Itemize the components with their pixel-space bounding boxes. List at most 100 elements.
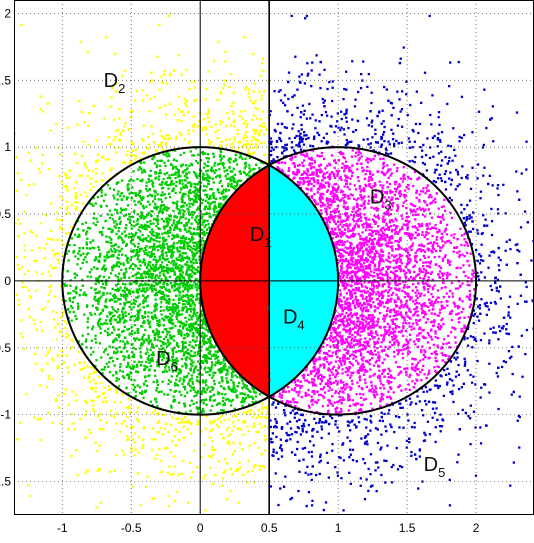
data-point-d1 [266, 275, 269, 278]
data-point-d2 [137, 435, 140, 439]
data-point-d6 [137, 295, 140, 298]
data-point-d4 [289, 263, 293, 267]
data-point-d1 [222, 350, 226, 354]
data-point-d6 [198, 255, 201, 258]
data-point-d3 [435, 236, 439, 239]
data-point-d4 [281, 359, 284, 362]
data-point-d2 [112, 139, 115, 142]
data-point-d3 [382, 202, 385, 205]
data-point-d5 [399, 57, 402, 60]
data-point-d5 [346, 420, 349, 423]
data-point-d1 [262, 203, 265, 206]
data-point-d5 [351, 459, 355, 462]
data-point-d6 [149, 348, 152, 352]
data-point-d6 [125, 208, 128, 211]
data-point-d6 [194, 268, 197, 271]
data-point-d3 [412, 265, 415, 269]
data-point-d6 [145, 205, 148, 208]
data-point-d6 [86, 304, 89, 307]
data-point-d1 [230, 287, 233, 290]
data-point-d1 [234, 243, 237, 246]
data-point-d3 [428, 309, 431, 312]
data-point-d2 [167, 504, 170, 508]
data-point-d6 [159, 339, 162, 343]
data-point-d5 [437, 132, 440, 135]
data-point-d2 [110, 167, 113, 170]
data-point-d6 [145, 266, 149, 270]
data-point-d6 [79, 267, 82, 270]
data-point-d6 [152, 218, 156, 221]
data-point-d1 [214, 288, 217, 291]
data-point-d4 [293, 225, 296, 228]
data-point-d6 [137, 371, 140, 374]
data-point-d6 [181, 382, 184, 385]
data-point-d6 [214, 176, 218, 179]
data-point-d6 [183, 351, 186, 354]
data-point-d5 [369, 429, 372, 432]
data-point-d6 [145, 181, 148, 184]
data-point-d2 [205, 415, 208, 418]
data-point-d6 [201, 246, 205, 249]
data-point-d6 [177, 332, 180, 335]
data-point-d6 [196, 289, 199, 292]
data-point-d2 [114, 454, 118, 457]
data-point-d3 [407, 350, 410, 353]
data-point-d2 [61, 254, 64, 257]
data-point-d4 [326, 265, 329, 269]
data-point-d1 [234, 287, 237, 290]
data-point-d6 [197, 280, 200, 284]
data-point-d5 [471, 227, 475, 231]
data-point-d6 [151, 183, 154, 186]
data-point-d3 [328, 206, 331, 210]
data-point-d3 [385, 270, 388, 273]
data-point-d1 [224, 300, 227, 303]
data-point-d3 [395, 339, 398, 342]
data-point-d4 [305, 331, 309, 334]
data-point-d3 [374, 215, 378, 219]
data-point-d6 [183, 288, 187, 291]
data-point-d6 [173, 335, 176, 338]
data-point-d3 [414, 299, 417, 302]
data-point-d6 [159, 171, 162, 175]
data-point-d3 [416, 334, 419, 337]
data-point-d6 [149, 169, 152, 172]
data-point-d6 [188, 341, 192, 344]
data-point-d1 [216, 218, 220, 221]
data-point-d5 [371, 136, 374, 139]
data-point-d6 [202, 178, 205, 181]
data-point-d3 [350, 270, 353, 273]
data-point-d5 [451, 159, 454, 162]
data-point-d1 [235, 302, 238, 305]
data-point-d3 [386, 301, 389, 305]
data-point-d3 [412, 213, 415, 217]
data-point-d5 [283, 94, 287, 97]
data-point-d5 [309, 440, 312, 443]
data-point-d6 [95, 341, 98, 344]
data-point-d2 [133, 99, 137, 102]
data-point-d3 [312, 149, 315, 152]
data-point-d5 [319, 455, 322, 458]
data-point-d1 [255, 385, 258, 388]
data-point-d3 [405, 338, 408, 341]
data-point-d5 [477, 110, 481, 113]
data-point-d4 [275, 338, 279, 341]
data-point-d6 [120, 268, 123, 272]
data-point-d4 [314, 233, 317, 236]
data-point-d3 [371, 281, 374, 285]
data-point-d5 [290, 433, 294, 436]
scatter-points [13, 14, 534, 512]
data-point-d1 [256, 266, 259, 269]
data-point-d4 [279, 242, 283, 245]
data-point-d3 [329, 172, 332, 176]
data-point-d6 [219, 159, 222, 162]
data-point-d4 [327, 235, 330, 238]
data-point-d6 [148, 203, 151, 206]
data-point-d4 [307, 282, 311, 285]
data-point-d3 [338, 357, 342, 360]
data-point-d6 [148, 320, 151, 323]
data-point-d5 [289, 438, 292, 441]
data-point-d5 [269, 137, 273, 140]
data-point-d2 [242, 411, 245, 414]
data-point-d5 [371, 119, 374, 122]
data-point-d5 [407, 419, 410, 422]
